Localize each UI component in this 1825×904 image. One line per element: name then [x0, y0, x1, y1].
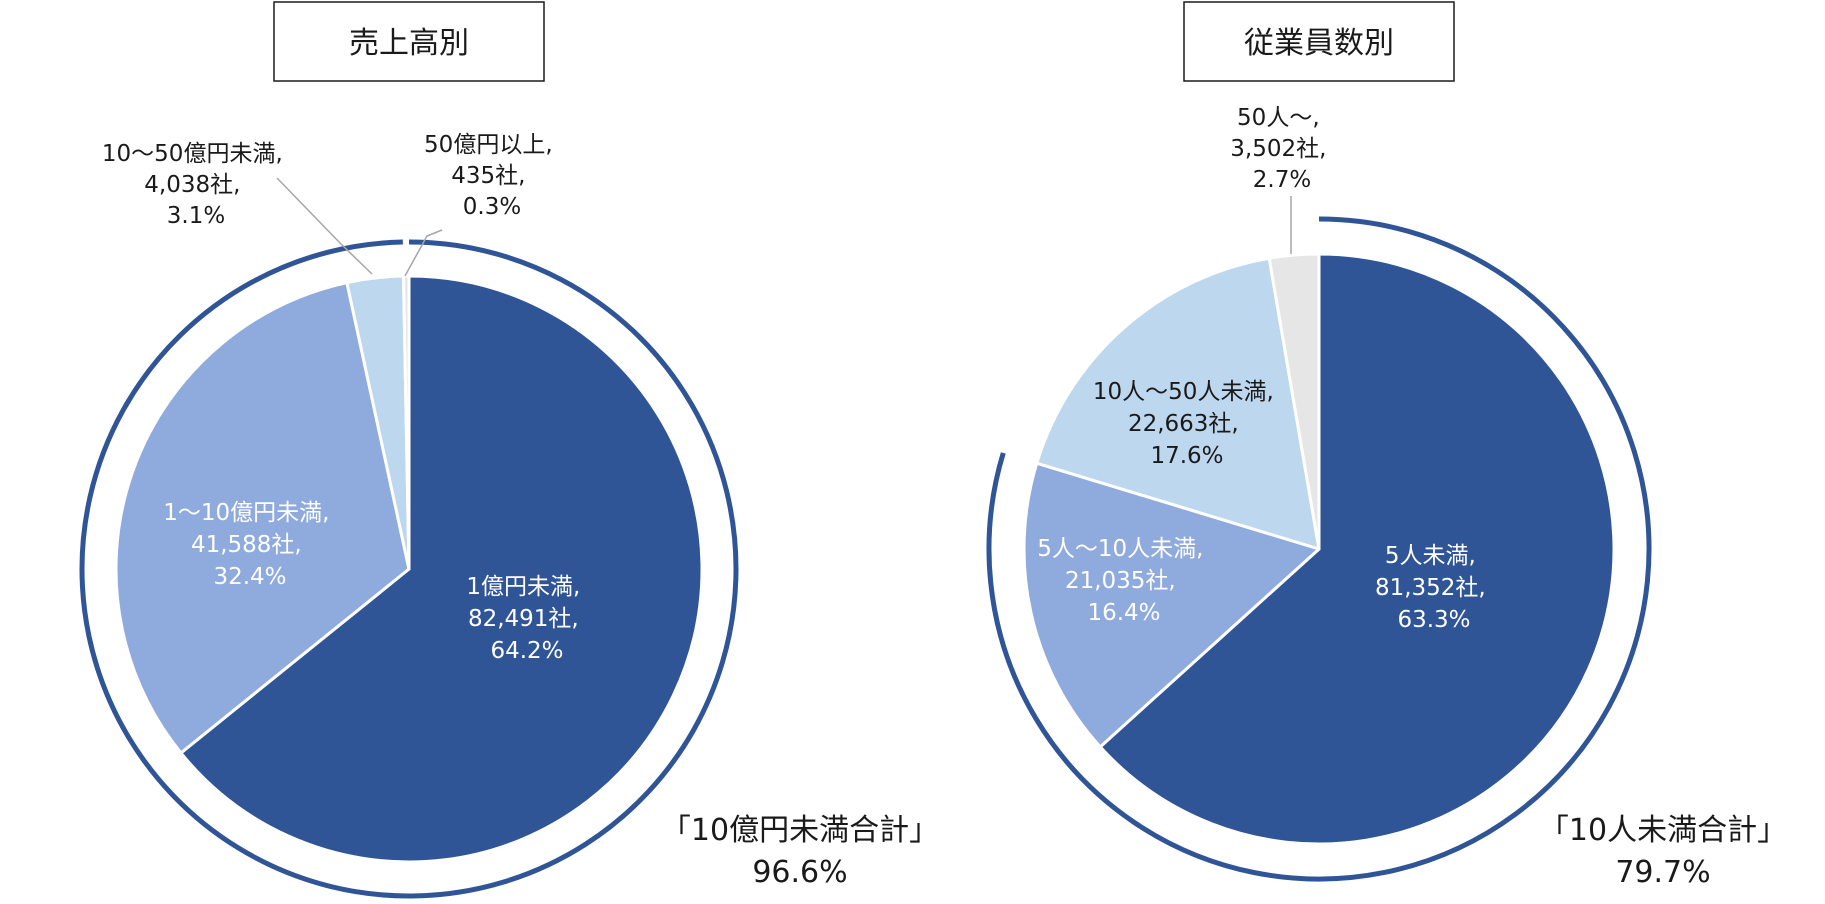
- separator: ,: [1231, 411, 1238, 437]
- slice-percent: 0.3%: [463, 194, 521, 220]
- slice-percent: 3.1%: [167, 203, 225, 229]
- chart-title: 従業員数別: [1244, 26, 1394, 61]
- pie-slice: [1098, 252, 1616, 846]
- slice-label: 50人～, 3,502社, 2.7%: [1230, 105, 1333, 193]
- total-bracket-ring: [79, 239, 739, 899]
- pie-slice: [114, 281, 411, 755]
- separator: ,: [322, 500, 329, 526]
- separator: ,: [1312, 105, 1319, 131]
- separator: ,: [1469, 543, 1476, 569]
- slice-name: 10人～50人未満: [1093, 379, 1267, 405]
- chart-title: 売上高別: [349, 26, 469, 61]
- slice-percent: 64.2%: [490, 638, 563, 664]
- pie-slice: [1035, 256, 1321, 551]
- slice-name: 10～50億円未満: [102, 141, 276, 167]
- slice-label: 10～50億円未満, 4,038社, 3.1%: [102, 141, 290, 229]
- pie-slice: [179, 274, 704, 864]
- slice-percent: 17.6%: [1150, 443, 1223, 469]
- slice-count: 22,663社: [1128, 411, 1231, 437]
- separator: ,: [1319, 136, 1326, 162]
- chart-employees: 従業員数別 5人未満, 81,352社, 63.3% 5人～10人未満, 21,…: [986, 1, 1787, 890]
- slice-count: 81,352社: [1375, 575, 1478, 601]
- slice-count: 435社: [451, 163, 518, 189]
- separator: ,: [1478, 575, 1485, 601]
- slice-percent: 16.4%: [1087, 600, 1160, 626]
- leader-lines: [276, 177, 443, 277]
- slice-name: 1億円未満: [466, 574, 573, 600]
- separator: ,: [545, 132, 552, 158]
- separator: ,: [275, 141, 282, 167]
- separator: ,: [571, 606, 578, 632]
- slice-percent: 32.4%: [213, 564, 286, 590]
- total-value: 79.7%: [1615, 855, 1710, 890]
- slice-label: 1億円未満, 82,491社, 64.2%: [466, 574, 587, 664]
- slice-count: 82,491社: [468, 606, 571, 632]
- chart-title-box: [1183, 1, 1455, 82]
- slice-count: 21,035社: [1065, 568, 1168, 594]
- separator: ,: [1168, 568, 1175, 594]
- slice-count: 3,502社: [1230, 136, 1319, 162]
- total-bracket-ring: [986, 216, 1652, 882]
- slice-name: 1～10億円未満: [163, 500, 322, 526]
- pie-slices: [114, 274, 704, 864]
- slice-count: 4,038社: [144, 172, 233, 198]
- slice-name: 50億円以上: [424, 132, 545, 158]
- slice-label: 50億円以上, 435社, 0.3%: [424, 132, 560, 220]
- slice-count: 41,588社: [191, 532, 294, 558]
- slice-name: 50人～: [1237, 105, 1312, 131]
- chart-revenue: 売上高別 1億円未満, 82,491社, 64.2% 1～10億円未満, 41,…: [79, 1, 939, 899]
- pie-slice: [401, 274, 411, 571]
- slice-name: 5人～10人未満: [1037, 536, 1196, 562]
- slice-percent: 63.3%: [1397, 607, 1470, 633]
- total-label: 「10億円未満合計」: [661, 813, 939, 848]
- slice-label: 5人未満, 81,352社, 63.3%: [1375, 543, 1493, 633]
- total-value: 96.6%: [752, 855, 847, 890]
- chart-title-box: [273, 1, 545, 82]
- pie-slices: [1022, 252, 1616, 846]
- separator: ,: [294, 532, 301, 558]
- leader-line: [404, 229, 443, 277]
- pie-slice: [1022, 461, 1321, 749]
- slice-label: 1～10億円未満, 41,588社, 32.4%: [163, 500, 337, 590]
- slice-percent: 2.7%: [1253, 167, 1311, 193]
- separator: ,: [233, 172, 240, 198]
- separator: ,: [518, 163, 525, 189]
- slice-name: 5人未満: [1385, 543, 1469, 569]
- slice-label: 10人～50人未満, 22,663社, 17.6%: [1093, 379, 1281, 469]
- pie-slice: [1267, 252, 1321, 551]
- separator: ,: [1266, 379, 1273, 405]
- total-label: 「10人未満合計」: [1539, 813, 1787, 848]
- separator: ,: [573, 574, 580, 600]
- leader-line: [276, 177, 373, 275]
- slice-label: 5人～10人未満, 21,035社, 16.4%: [1037, 536, 1211, 626]
- separator: ,: [1196, 536, 1203, 562]
